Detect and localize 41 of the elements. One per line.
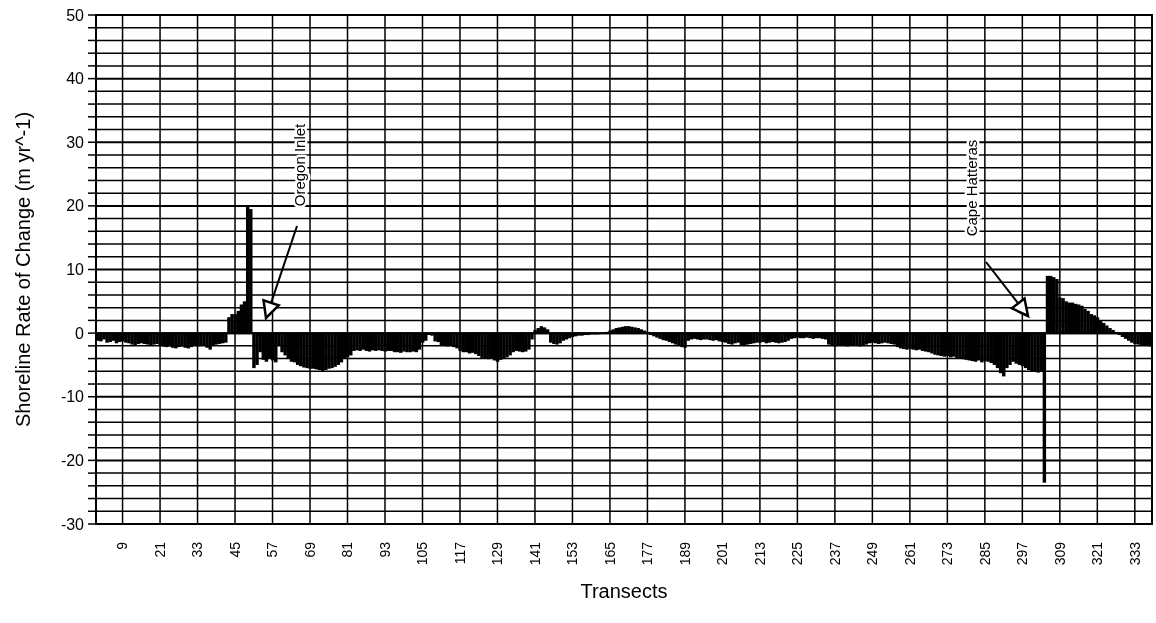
- x-tick-label: 297: [1014, 541, 1031, 566]
- x-tick-label: 165: [601, 541, 618, 566]
- y-tick-label: -20: [60, 451, 85, 469]
- x-tick-label: 177: [639, 541, 656, 566]
- x-tick-label: 141: [526, 541, 543, 566]
- x-tick-label: 69: [301, 541, 318, 558]
- x-tick-label: 21: [151, 541, 168, 558]
- y-tick-label: -10: [60, 388, 85, 406]
- annotation: Cape Hatteras: [963, 139, 981, 237]
- x-tick-label: 201: [714, 541, 731, 566]
- x-tick-label: 321: [1089, 541, 1106, 566]
- y-tick-label: 20: [66, 197, 85, 215]
- y-tick-label: 40: [66, 70, 85, 88]
- x-tick-label: 213: [751, 541, 768, 566]
- x-tick-label: 129: [489, 541, 506, 566]
- x-tick-label: 93: [376, 541, 393, 558]
- x-tick-label: 333: [1126, 541, 1143, 566]
- y-tick-label: -30: [60, 515, 85, 533]
- x-axis-title: Transects: [580, 580, 668, 602]
- x-tick-label: 33: [189, 541, 206, 558]
- x-tick-label: 285: [976, 541, 993, 566]
- x-tick-label: 273: [939, 541, 956, 566]
- x-tick-label: 189: [676, 541, 693, 566]
- x-tick-label: 9: [114, 541, 131, 550]
- y-tick-label: 10: [66, 261, 85, 279]
- x-tick-label: 117: [451, 541, 468, 565]
- x-tick-label: 237: [826, 541, 843, 566]
- y-tick-label: 50: [66, 6, 85, 24]
- x-tick-label: 261: [901, 541, 918, 566]
- y-axis-title: Shoreline Rate of Change (m yr^-1): [12, 111, 34, 428]
- x-tick-label: 81: [339, 541, 356, 558]
- y-tick-label: 30: [66, 133, 85, 151]
- y-tick-label: 0: [75, 324, 85, 342]
- x-tick-label: 45: [226, 541, 243, 558]
- x-tick-label: 57: [264, 541, 281, 558]
- x-tick-label: 105: [414, 541, 431, 566]
- x-tick-label: 225: [789, 541, 806, 566]
- x-tick-label: 249: [864, 541, 881, 566]
- x-tick-label: 309: [1051, 541, 1068, 566]
- annotation: Oregon Inlet: [291, 122, 309, 207]
- x-tick-label: 153: [564, 541, 581, 566]
